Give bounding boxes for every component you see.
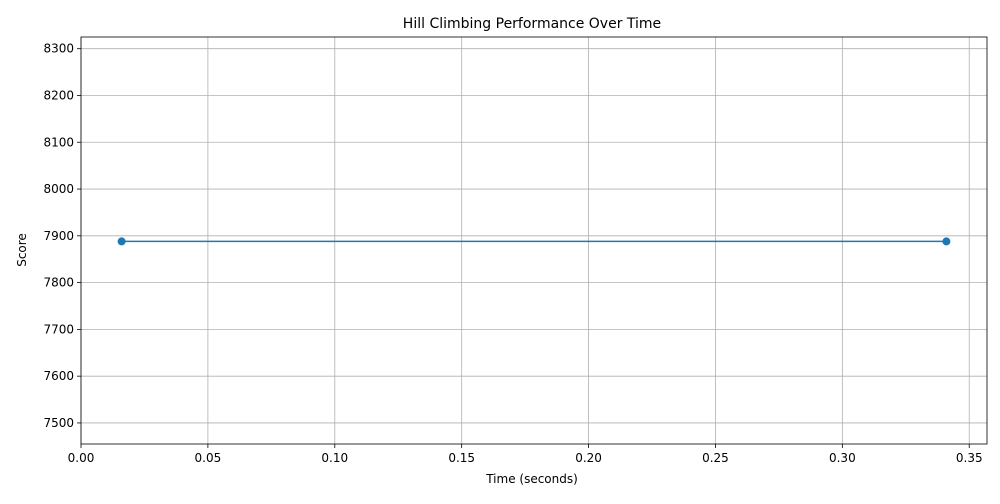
y-tick-label: 8000 [43, 182, 74, 196]
x-tick-label: 0.30 [829, 451, 856, 465]
y-tick-label: 7900 [43, 229, 74, 243]
chart-title: Hill Climbing Performance Over Time [403, 16, 661, 32]
ticks: 0.00 0.05 0.10 0.15 0.20 0.25 0.30 0.35 7500 7600… [43, 42, 982, 465]
plot-frame [80, 36, 988, 445]
y-tick-label: 7700 [43, 322, 74, 336]
y-tick-label: 8100 [43, 135, 74, 149]
grid [80, 37, 987, 444]
x-tick-label: 0.05 [195, 451, 222, 465]
x-tick-label: 0.00 [68, 451, 95, 465]
x-tick-label: 0.10 [321, 451, 348, 465]
x-tick-label: 0.25 [702, 451, 729, 465]
y-tick-label: 8300 [43, 42, 74, 56]
x-tick-label: 0.15 [448, 451, 475, 465]
y-tick-label: 7800 [43, 276, 74, 290]
y-tick-label: 7600 [43, 369, 74, 383]
y-tick-label: 8200 [43, 88, 74, 102]
y-axis-label: Score [15, 233, 29, 267]
data-point [942, 237, 951, 246]
x-tick-label: 0.35 [956, 451, 983, 465]
x-axis-label: Time (seconds) [485, 472, 578, 486]
data-point [117, 237, 126, 246]
series-layer [117, 237, 951, 246]
x-tick-label: 0.20 [575, 451, 602, 465]
y-tick-label: 7500 [43, 416, 74, 430]
